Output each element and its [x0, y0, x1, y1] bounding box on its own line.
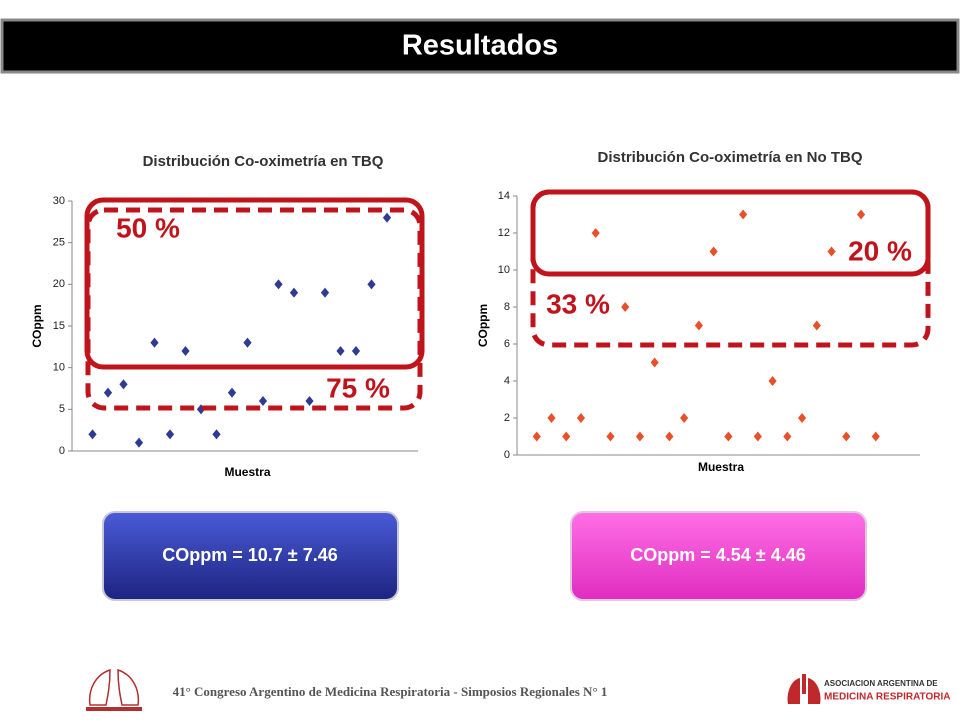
y-tick-label: 30 [53, 195, 65, 207]
annotation: 20 % [848, 235, 912, 266]
data-point [289, 286, 299, 299]
y-tick-label: 5 [59, 403, 65, 415]
right-logo [787, 674, 821, 704]
data-point [752, 430, 763, 443]
data-point [649, 356, 660, 369]
data-point [694, 319, 704, 332]
chart-title: Distribución Co-oximetría en TBQ [143, 153, 384, 170]
data-point [382, 211, 392, 224]
data-point [273, 278, 284, 291]
summary-box [102, 511, 399, 601]
data-point [679, 412, 690, 424]
data-point [841, 430, 852, 443]
annotation: 33 % [546, 288, 610, 319]
data-point [227, 386, 237, 399]
y-tick-label: 6 [504, 338, 510, 350]
highlight-box [84, 197, 425, 370]
y-axis-label: COppm [476, 304, 490, 347]
y-tick-label: 0 [59, 445, 65, 457]
summary-text: COppm = 4.54 ± 4.46 [630, 545, 805, 565]
y-tick-label: 0 [504, 449, 510, 461]
data-point [546, 412, 557, 424]
data-point [723, 430, 734, 443]
y-tick-label: 10 [498, 264, 510, 276]
highlight-box [530, 189, 931, 277]
data-point [664, 430, 675, 443]
y-tick-label: 10 [53, 362, 65, 374]
data-point [576, 412, 586, 424]
data-point [708, 245, 719, 258]
data-point [605, 430, 616, 443]
data-point [366, 278, 377, 291]
data-point [242, 336, 253, 349]
data-point [767, 375, 778, 387]
data-point [165, 428, 175, 441]
y-tick-label: 20 [53, 278, 65, 290]
data-point [118, 378, 129, 391]
data-point [134, 436, 144, 449]
highlight-box [530, 189, 931, 348]
data-point [826, 245, 837, 258]
slide-title: Resultados [402, 30, 558, 62]
x-axis-label: Muestra [224, 465, 270, 479]
data-point [304, 395, 315, 407]
data-point [870, 430, 881, 443]
data-point [531, 430, 542, 443]
summary-box [570, 511, 867, 601]
data-point [561, 430, 572, 443]
data-point [149, 336, 160, 349]
data-point [87, 428, 98, 441]
data-point [738, 208, 748, 221]
data-point [856, 208, 866, 221]
footer: 41° Congreso Argentino de Medicina Respi… [173, 684, 608, 699]
annotation: 50 % [116, 212, 180, 243]
logo-text: MEDICINA RESPIRATORIA [824, 692, 951, 703]
data-point [258, 395, 268, 407]
data-point [335, 345, 346, 357]
logo-text: ASOCIACION ARGENTINA DE [824, 679, 938, 688]
y-tick-label: 4 [504, 375, 510, 387]
data-point [103, 386, 113, 399]
y-axis-label: COppm [30, 304, 44, 347]
chart-title: Distribución Co-oximetría en No TBQ [597, 149, 862, 166]
title-bar [0, 18, 960, 74]
annotation: 75 % [326, 372, 390, 403]
data-point [635, 430, 645, 443]
summary-text: COppm = 10.7 ± 7.46 [162, 545, 337, 565]
y-tick-label: 12 [498, 227, 510, 239]
data-point [320, 286, 330, 299]
y-tick-label: 15 [53, 320, 65, 332]
y-tick-label: 14 [498, 190, 510, 202]
left-logo [86, 668, 142, 711]
y-tick-label: 25 [53, 237, 65, 249]
data-point [782, 430, 793, 443]
y-tick-label: 8 [504, 301, 510, 313]
data-point [180, 345, 191, 357]
data-point [590, 227, 601, 239]
x-axis-label: Muestra [698, 460, 744, 474]
data-point [811, 319, 822, 332]
data-point [211, 428, 222, 441]
data-point [797, 412, 807, 424]
data-point [351, 345, 361, 357]
data-point [620, 301, 631, 313]
y-tick-label: 2 [504, 412, 510, 424]
